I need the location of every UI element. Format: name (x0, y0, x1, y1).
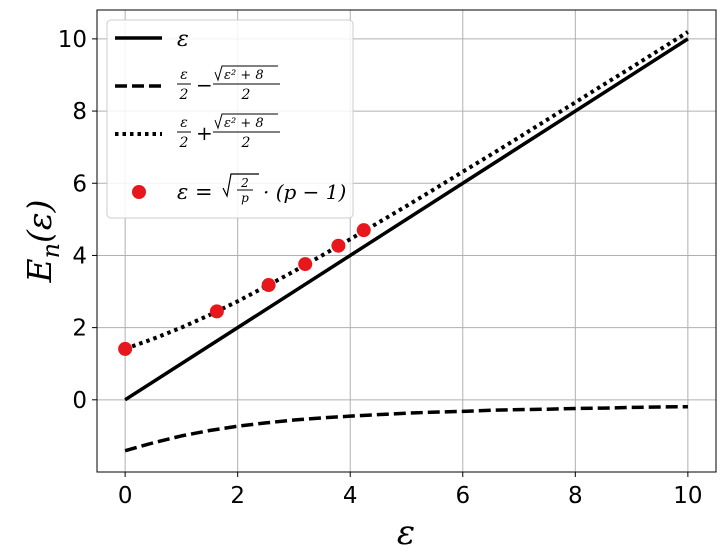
scatter-point (209, 304, 224, 319)
legend-swatch-scatter (132, 185, 146, 199)
y-tick-label: 2 (72, 316, 87, 342)
plot-frame (96, 9, 717, 473)
legend-scatter-sqrt-den: p (241, 191, 249, 205)
legend-label-upper: ε 2 + ε² + 8 2 (177, 113, 280, 151)
legend-upper-frac-num: ε (180, 115, 188, 131)
y-tick-label: 10 (58, 27, 87, 53)
x-tick-label: 10 (673, 483, 702, 509)
y-axis-label-sub: n (37, 243, 65, 258)
legend-upper-sqrt-den: 2 (241, 135, 251, 151)
x-tick-label: 8 (568, 483, 583, 509)
legend-lower-operator: − (196, 73, 213, 97)
legend-lower-sqrt-body: ε² + 8 (224, 68, 264, 83)
legend-lower-frac-den: 2 (179, 87, 189, 103)
series-line-dotted (124, 30, 689, 351)
scatter-point (118, 341, 133, 356)
series-line-solid (124, 37, 689, 402)
y-axis-label-main: E (20, 258, 59, 283)
legend: ε ε 2 − ε² + 8 2 ε 2 + ε² + 8 2 ε (106, 19, 354, 219)
legend-upper-operator: + (196, 121, 213, 145)
legend-lower-sqrt-den: 2 (241, 87, 251, 103)
legend-scatter-sqrt-num: 2 (240, 176, 249, 190)
x-tick-label: 6 (455, 483, 470, 509)
legend-lower-sqrt-sign (214, 65, 278, 82)
y-tick-label: 8 (72, 99, 87, 125)
legend-label-epsilon: ε (177, 27, 189, 52)
y-tick-label: 0 (72, 388, 87, 414)
series-line-dashed (124, 404, 688, 453)
legend-scatter-lhs: ε = (177, 180, 213, 204)
y-axis-label-arg: (ε) (20, 199, 59, 242)
scatter-point (261, 278, 276, 293)
legend-box (106, 19, 354, 219)
legend-label-lower: ε 2 − ε² + 8 2 (177, 65, 280, 103)
x-tick-label: 0 (118, 483, 133, 509)
legend-label-scatter: ε = 2 p · (p − 1) (177, 173, 346, 205)
y-tick-label: 4 (72, 243, 87, 269)
x-axis-label: ε (397, 513, 415, 553)
legend-upper-sqrt-body: ε² + 8 (224, 116, 264, 131)
x-tick-label: 4 (343, 483, 358, 509)
y-tick-label: 6 (72, 171, 87, 197)
legend-upper-frac-den: 2 (179, 135, 189, 151)
legend-upper-sqrt-sign (214, 113, 278, 130)
series-layer (118, 30, 689, 453)
ticks: 0 2 4 6 8 10 0 2 4 6 8 10 (58, 27, 703, 509)
legend-lower-frac-num: ε (180, 67, 188, 83)
scatter-point (356, 223, 371, 238)
legend-scatter-sqrt-sign (222, 173, 259, 198)
legend-scatter-rest: · (p − 1) (263, 180, 346, 204)
y-axis-label: En(ε) (20, 199, 65, 283)
scatter-point (331, 238, 346, 253)
x-tick-label: 2 (230, 483, 245, 509)
scatter-point (298, 257, 313, 272)
